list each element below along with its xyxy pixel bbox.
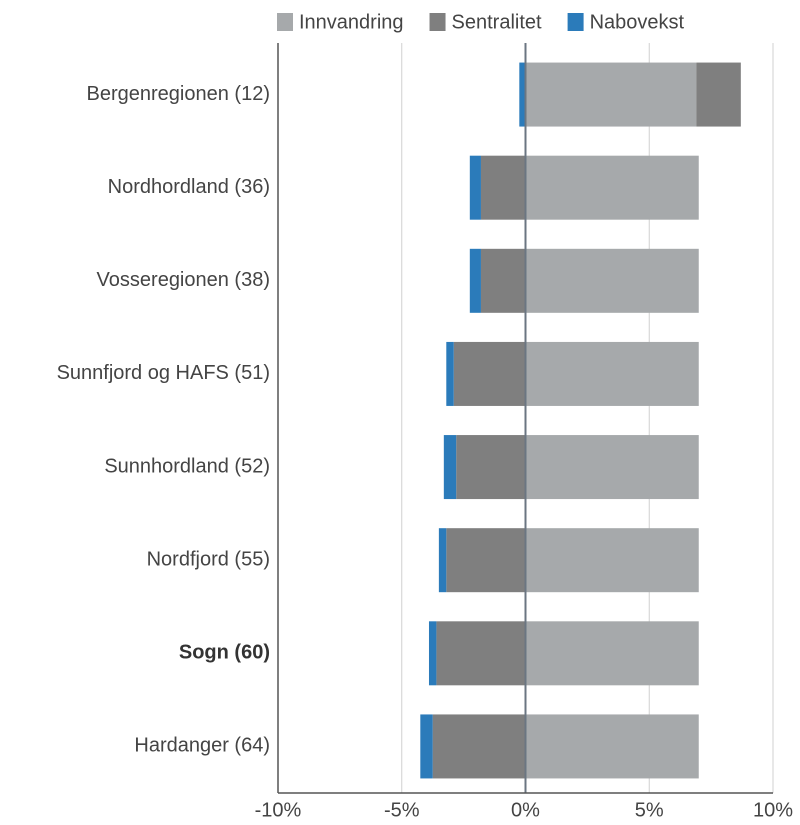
bar	[525, 341, 699, 406]
bar	[428, 621, 437, 686]
bar	[525, 155, 699, 220]
legend-label: Sentralitet	[452, 11, 542, 33]
y-tick-label: Sogn (60)	[179, 642, 270, 664]
bar	[436, 621, 526, 686]
x-tick-label: -10%	[255, 799, 302, 821]
x-tick-label: -5%	[384, 799, 420, 821]
legend-swatch	[567, 13, 584, 31]
y-tick-label: Bergenregionen (12)	[87, 83, 270, 105]
y-tick-label: Nordfjord (55)	[147, 548, 270, 570]
bar	[525, 248, 699, 313]
bar	[446, 528, 526, 593]
y-tick-label: Sunnfjord og HAFS (51)	[57, 362, 270, 384]
bar	[525, 62, 697, 127]
bar	[432, 714, 526, 779]
x-tick-label: 5%	[635, 799, 664, 821]
bar	[525, 714, 699, 779]
y-tick-label: Hardanger (64)	[134, 735, 270, 757]
bar	[443, 435, 457, 500]
bar	[480, 155, 526, 220]
x-tick-label: 10%	[753, 799, 793, 821]
bar	[519, 62, 526, 127]
bar	[438, 528, 447, 593]
bar	[453, 341, 526, 406]
y-tick-label: Vosseregionen (38)	[97, 269, 270, 291]
legend-swatch	[429, 13, 446, 31]
bar	[446, 341, 454, 406]
bar	[525, 435, 699, 500]
bar	[696, 62, 741, 127]
legend-label: Nabovekst	[590, 11, 685, 33]
bar	[456, 435, 526, 500]
bar	[525, 528, 699, 593]
x-tick-label: 0%	[511, 799, 540, 821]
bar	[469, 155, 481, 220]
bar	[525, 621, 699, 686]
bar	[420, 714, 433, 779]
y-tick-label: Nordhordland (36)	[108, 176, 270, 198]
bar	[469, 248, 481, 313]
y-tick-label: Sunnhordland (52)	[104, 455, 270, 477]
legend-swatch	[277, 13, 293, 31]
legend-label: Innvandring	[299, 11, 404, 33]
bar	[480, 248, 526, 313]
